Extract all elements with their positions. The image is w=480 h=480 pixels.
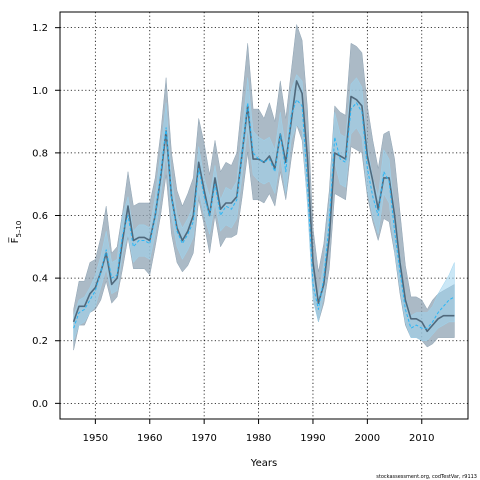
credit-text: stockassessment.org, codTestVar, r9113: [376, 474, 477, 480]
svg-text:F̅5–10: F̅5–10: [8, 221, 23, 244]
x-tick-label: 1990: [300, 433, 325, 444]
x-tick-label: 1950: [83, 433, 108, 444]
x-tick-label: 2010: [409, 433, 434, 444]
y-axis-title-subscript: 5–10: [15, 221, 23, 238]
confidence-bands: [73, 24, 455, 351]
series-line-blue: [73, 99, 455, 329]
confidence-band-blue: [73, 74, 455, 341]
y-tick-label: 0.6: [32, 211, 48, 222]
grid: [60, 12, 468, 419]
x-axis-title: Years: [250, 458, 277, 469]
series-line-gray: [72, 80, 455, 333]
x-tick-label: 1970: [191, 433, 216, 444]
y-axis-title: F̅5–10: [8, 221, 23, 244]
confidence-band-gray: [73, 24, 455, 351]
x-tick-label: 1980: [246, 433, 271, 444]
x-tick-label: 1960: [137, 433, 162, 444]
y-tick-label: 1.2: [32, 23, 48, 34]
y-tick-label: 1.0: [32, 86, 48, 97]
x-axis: 1950 1960 1970 1980 1990 2000 2010: [83, 419, 434, 444]
y-tick-label: 0.8: [32, 148, 48, 159]
x-tick-label: 2000: [355, 433, 380, 444]
series-lines: [72, 80, 455, 333]
y-tick-label: 0.2: [32, 336, 48, 347]
y-tick-label: 0.0: [32, 399, 48, 410]
y-tick-label: 0.4: [32, 274, 48, 285]
y-axis-title-main: F̅: [8, 237, 21, 244]
y-axis: 0.0 0.2 0.4 0.6 0.8 1.0 1.2: [32, 23, 60, 410]
